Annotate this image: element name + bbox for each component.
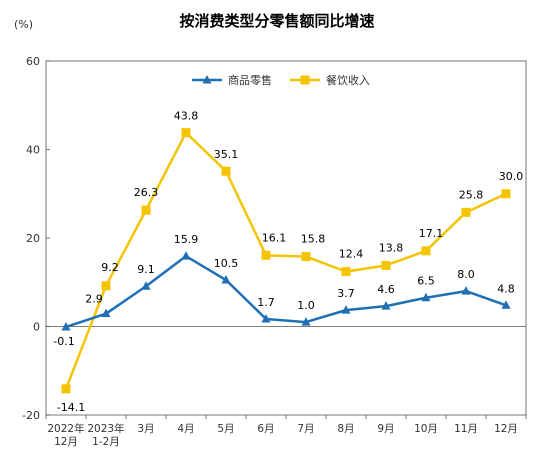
data-label: 12.4 [339,248,364,261]
data-label: 17.1 [419,227,444,240]
legend-label: 商品零售 [228,73,272,87]
data-point [461,207,471,217]
data-label: 35.1 [214,148,239,161]
data-point [61,384,71,394]
series-line [65,254,507,329]
data-label: 1.0 [297,299,315,312]
x-tick-label: 11月 [454,423,478,435]
data-point [501,189,511,199]
data-point [341,267,351,277]
data-label: 9.1 [137,263,155,276]
data-point [501,300,511,309]
x-tick-label: 6月 [257,423,274,435]
data-label: 25.8 [459,188,484,201]
data-point [461,286,471,295]
x-tick-label: 8月 [337,423,354,435]
data-point [261,313,271,323]
data-point [221,166,231,176]
x-tick-label: 5月 [217,423,234,435]
legend-label: 餐饮收入 [326,73,370,87]
data-point [421,292,431,302]
x-tick-label: 2022年 12月 [47,422,84,448]
data-point [381,260,391,270]
x-tick-label: 10月 [414,423,438,435]
data-point [101,281,111,291]
data-label: -14.1 [57,401,85,414]
series-line [64,131,507,390]
data-label: 10.5 [214,257,239,270]
data-label: 16.1 [262,231,287,244]
x-tick-label: 2023年 1-2月 [87,422,124,448]
data-point [61,321,71,331]
y-tick-label: 20 [26,232,40,245]
y-tick-label: 40 [26,144,40,157]
data-label: 15.8 [301,233,326,246]
y-tick-label: 60 [26,55,40,68]
data-label: 30.0 [499,170,524,183]
series-1: -14.1 9.2 26.3 43.8 35.1 16.1 15.8 12.4 13.8 17.1… [57,110,523,414]
data-point [101,308,111,318]
y-axis-unit-label: (%) [14,18,33,31]
data-label: 26.3 [134,186,159,199]
data-point [341,305,351,314]
legend: 商品零售 餐饮收入 [192,73,370,87]
x-tick-label: 12月 [494,423,518,435]
data-point [301,252,311,262]
chart-title: 按消费类型分零售额同比增速 [179,12,374,30]
series-0: -0.1 2.9 9.1 15.9 10.5 1.7 1.0 3.7 4.6 6.5 8.0 4.8 [53,233,514,348]
data-label: 43.8 [174,110,199,123]
data-point [381,301,391,310]
data-label: 15.9 [174,233,199,246]
data-point [141,205,151,215]
x-tick-label: 3月 [137,423,154,435]
data-point [141,281,151,290]
x-tick-label: 9月 [377,423,394,435]
x-tick-label: 7月 [297,423,314,435]
data-point [221,275,231,284]
data-label: 1.7 [257,296,275,309]
data-point [181,128,191,138]
y-tick-label: 0 [33,321,40,334]
data-label: -0.1 [53,335,74,348]
legend-marker [202,75,212,84]
y-tick-label: -20 [22,409,40,422]
data-label: 9.2 [101,261,119,274]
series-layer: -14.1 9.2 26.3 43.8 35.1 16.1 15.8 12.4 13.8 17.1… [53,110,523,414]
data-point [181,251,191,260]
data-label: 8.0 [457,268,475,281]
legend-marker [300,75,310,85]
data-label: 4.6 [377,283,395,296]
data-label: 13.8 [379,241,404,254]
data-label: 6.5 [417,275,435,288]
data-label: 4.8 [497,282,515,295]
data-point [301,317,311,326]
data-point [261,250,271,260]
data-label: 2.9 [85,293,103,306]
data-label: 3.7 [337,287,355,300]
x-tick-label: 4月 [177,423,194,435]
data-point [421,246,431,256]
